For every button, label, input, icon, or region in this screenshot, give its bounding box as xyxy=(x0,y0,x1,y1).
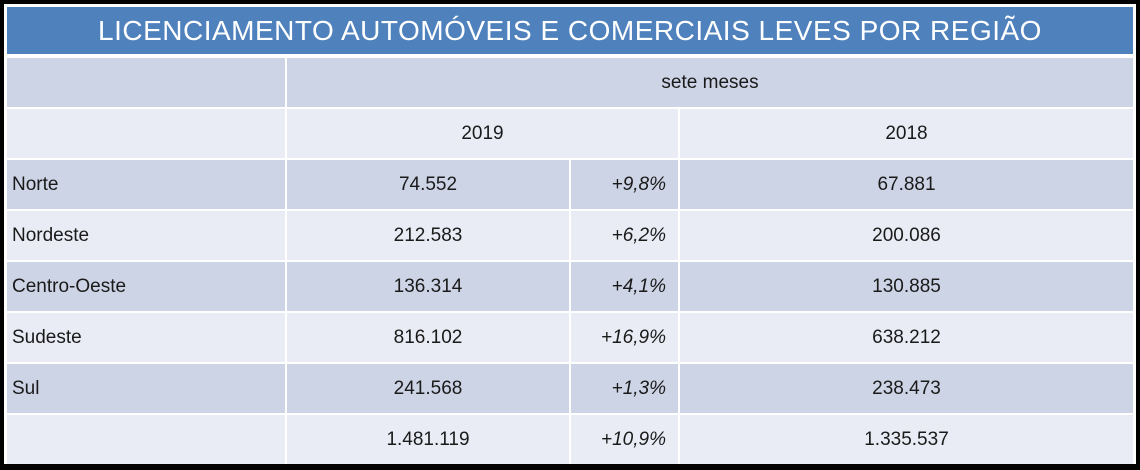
change-pct-cell: +16,9% xyxy=(571,313,678,362)
region-label: Sul xyxy=(7,364,285,413)
period-header-empty-cell xyxy=(7,58,285,107)
total-value-2018-cell: 1.335.537 xyxy=(680,415,1133,464)
year-2018-header: 2018 xyxy=(680,109,1133,158)
value-2019-cell: 816.102 xyxy=(287,313,569,362)
region-label: Nordeste xyxy=(7,211,285,260)
value-2018-cell: 238.473 xyxy=(680,364,1133,413)
data-table: sete meses 2019 2018 Norte 74.552 +9,8% … xyxy=(7,58,1133,464)
change-pct-cell: +4,1% xyxy=(571,262,678,311)
total-empty-cell xyxy=(7,415,285,464)
value-2019-cell: 136.314 xyxy=(287,262,569,311)
table-title: LICENCIAMENTO AUTOMÓVEIS E COMERCIAIS LE… xyxy=(7,7,1133,54)
change-pct-cell: +6,2% xyxy=(571,211,678,260)
region-label: Sudeste xyxy=(7,313,285,362)
region-label: Norte xyxy=(7,160,285,209)
value-2018-cell: 638.212 xyxy=(680,313,1133,362)
value-2018-cell: 67.881 xyxy=(680,160,1133,209)
year-header-empty-cell xyxy=(7,109,285,158)
total-value-2019-cell: 1.481.119 xyxy=(287,415,569,464)
value-2019-cell: 241.568 xyxy=(287,364,569,413)
region-label: Centro-Oeste xyxy=(7,262,285,311)
change-pct-cell: +1,3% xyxy=(571,364,678,413)
value-2019-cell: 74.552 xyxy=(287,160,569,209)
year-2019-header: 2019 xyxy=(287,109,678,158)
value-2019-cell: 212.583 xyxy=(287,211,569,260)
value-2018-cell: 130.885 xyxy=(680,262,1133,311)
period-header-cell: sete meses xyxy=(287,58,1133,107)
value-2018-cell: 200.086 xyxy=(680,211,1133,260)
total-change-pct-cell: +10,9% xyxy=(571,415,678,464)
change-pct-cell: +9,8% xyxy=(571,160,678,209)
